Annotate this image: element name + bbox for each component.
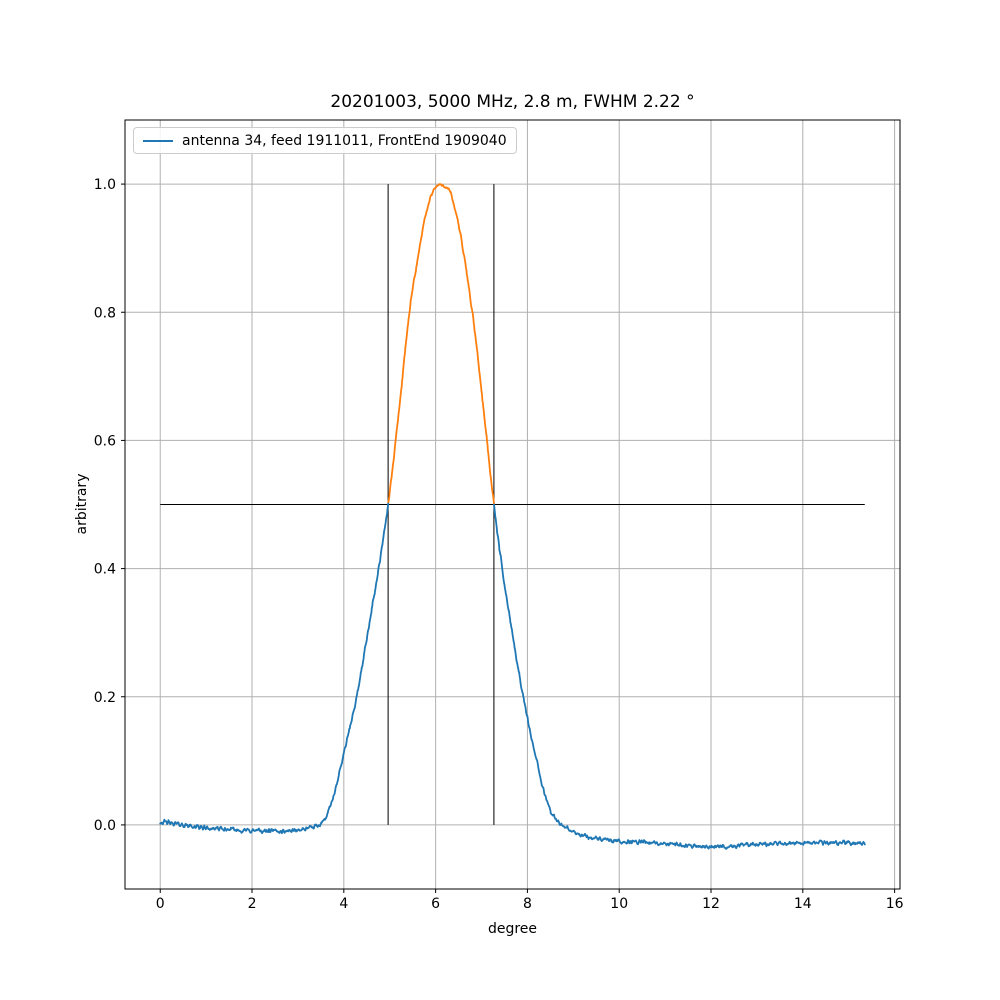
y-axis-label: arbitrary [74,473,90,535]
legend-entry-label: antenna 34, feed 1911011, FrontEnd 19090… [182,132,507,149]
y-tick-label-1.0: 1.0 [94,177,116,193]
x-tick-label-2: 2 [248,896,257,912]
x-tick-label-8: 8 [523,896,532,912]
x-tick-label-12: 12 [702,896,720,912]
y-tick-label-0.2: 0.2 [94,690,116,706]
x-tick-label-4: 4 [339,896,348,912]
y-tick-label-0.4: 0.4 [94,562,116,578]
x-tick-label-10: 10 [610,896,628,912]
chart-title: 20201003, 5000 MHz, 2.8 m, FWHM 2.22 ° [330,92,695,112]
y-tick-label-0.0: 0.0 [94,818,116,834]
series-curve-peak-0 [387,183,495,505]
series-curve-base-0 [159,501,390,835]
x-tick-label-14: 14 [794,896,812,912]
x-tick-label-6: 6 [431,896,440,912]
series-curve-base-1 [492,502,866,850]
x-axis-label: degree [487,921,538,937]
y-tick-label-0.6: 0.6 [94,433,116,449]
axes-frame [124,119,901,890]
x-tick-label-16: 16 [886,896,904,912]
legend-line-sample [143,139,173,142]
legend-box: antenna 34, feed 1911011, FrontEnd 19090… [133,127,517,154]
x-tick-label-0: 0 [156,896,165,912]
y-tick-label-0.8: 0.8 [94,305,116,321]
